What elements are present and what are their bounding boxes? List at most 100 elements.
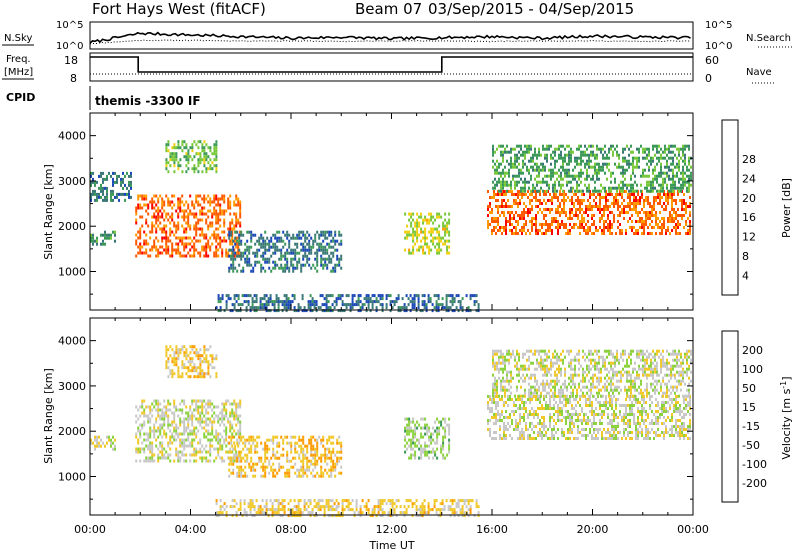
heatmap-cell: [157, 447, 160, 451]
heatmap-cell: [205, 248, 208, 252]
heatmap-cell: [324, 251, 327, 255]
heatmap-cell: [331, 309, 334, 313]
heatmap-cell: [165, 363, 168, 367]
heatmap-cell: [522, 189, 524, 193]
heatmap-cell: [489, 223, 491, 226]
heatmap-cell: [573, 202, 575, 205]
heatmap-cell: [504, 150, 506, 154]
heatmap-cell: [304, 245, 307, 249]
heatmap-cell: [149, 405, 152, 409]
heatmap-cell: [373, 505, 376, 509]
heatmap-cell: [173, 417, 176, 421]
heatmap-cell: [252, 251, 255, 255]
heatmap-cell: [448, 218, 451, 222]
heatmap-cell: [120, 192, 122, 196]
heatmap-cell: [526, 168, 528, 172]
heatmap-cell: [505, 232, 507, 235]
heatmap-cell: [270, 269, 273, 273]
heatmap-cell: [415, 508, 418, 512]
heatmap-cell: [296, 441, 299, 445]
heatmap-cell: [420, 239, 423, 243]
heatmap-cell: [279, 514, 282, 518]
heatmap-cell: [571, 196, 573, 199]
heatmap-cell: [588, 165, 590, 169]
heatmap-cell: [688, 168, 690, 172]
heatmap-cell: [284, 233, 287, 237]
heatmap-cell: [351, 294, 354, 298]
heatmap-cell: [616, 165, 618, 169]
heatmap-cell: [326, 456, 329, 460]
heatmap-cell: [545, 202, 547, 205]
heatmap-cell: [408, 423, 411, 427]
heatmap-cell: [295, 511, 298, 515]
heatmap-cell: [517, 196, 519, 199]
heatmap-cell: [409, 309, 412, 313]
nsearch-label: N.Search: [746, 33, 791, 44]
heatmap-cell: [438, 242, 441, 246]
heatmap-cell: [275, 297, 278, 301]
heatmap-cell: [185, 221, 188, 225]
heatmap-cell: [660, 171, 662, 175]
heatmap-cell: [173, 351, 176, 355]
heatmap-cell: [505, 193, 507, 196]
heatmap-cell: [225, 408, 228, 412]
heatmap-cell: [209, 236, 212, 240]
heatmap-cell: [219, 423, 222, 427]
heatmap-cell: [175, 360, 178, 364]
nsky-label: N.Sky: [4, 33, 32, 44]
heatmap-cell: [201, 230, 204, 234]
heatmap-cell: [510, 162, 512, 166]
heatmap-cell: [175, 357, 178, 361]
heatmap-cell: [681, 205, 683, 208]
heatmap-cell: [489, 211, 491, 214]
heatmap-cell: [513, 214, 515, 217]
heatmap-cell: [328, 230, 331, 234]
heatmap-cell: [492, 153, 494, 157]
heatmap-cell: [231, 411, 234, 415]
heatmap-cell: [309, 306, 312, 310]
heatmap-cell: [406, 441, 409, 445]
heatmap-cell: [175, 146, 178, 150]
heatmap-cell: [671, 229, 673, 232]
heatmap-cell: [682, 159, 684, 163]
heatmap-cell: [635, 229, 637, 232]
heatmap-cell: [657, 226, 659, 229]
heatmap-cell: [672, 168, 674, 172]
heatmap-cell: [581, 226, 583, 229]
heatmap-cell: [185, 254, 188, 258]
heatmap-cell: [232, 245, 235, 249]
heatmap-cell: [309, 502, 312, 506]
heatmap-cell: [582, 159, 584, 163]
heatmap-cell: [422, 230, 425, 234]
heatmap-cell: [215, 158, 218, 162]
heatmap-cell: [213, 420, 216, 424]
heatmap-cell: [688, 189, 690, 193]
heatmap-cell: [469, 499, 472, 503]
heatmap-cell: [435, 303, 438, 307]
heatmap-cell: [282, 245, 285, 249]
heatmap-cell: [255, 511, 258, 515]
heatmap-cell: [636, 165, 638, 169]
heatmap-cell: [318, 435, 321, 439]
heatmap-cell: [615, 202, 617, 205]
heatmap-cell: [568, 162, 570, 166]
heatmap-cell: [237, 297, 240, 301]
heatmap-cell: [379, 508, 382, 512]
heatmap-cell: [231, 408, 234, 412]
heatmap-cell: [536, 153, 538, 157]
heatmap-cell: [147, 224, 150, 228]
heatmap-cell: [546, 153, 548, 157]
heatmap-cell: [264, 453, 267, 457]
heatmap-cell: [494, 168, 496, 172]
heatmap-cell: [688, 147, 690, 151]
heatmap-cell: [207, 438, 210, 442]
heatmap-cell: [324, 468, 327, 472]
heatmap-cell: [431, 508, 434, 512]
heatmap-cell: [417, 297, 420, 301]
heatmap-cell: [211, 429, 214, 433]
heatmap-cell: [659, 211, 661, 214]
heatmap-cell: [251, 297, 254, 301]
heatmap-cell: [223, 224, 226, 228]
heatmap-cell: [523, 214, 525, 217]
heatmap-cell: [414, 432, 417, 436]
